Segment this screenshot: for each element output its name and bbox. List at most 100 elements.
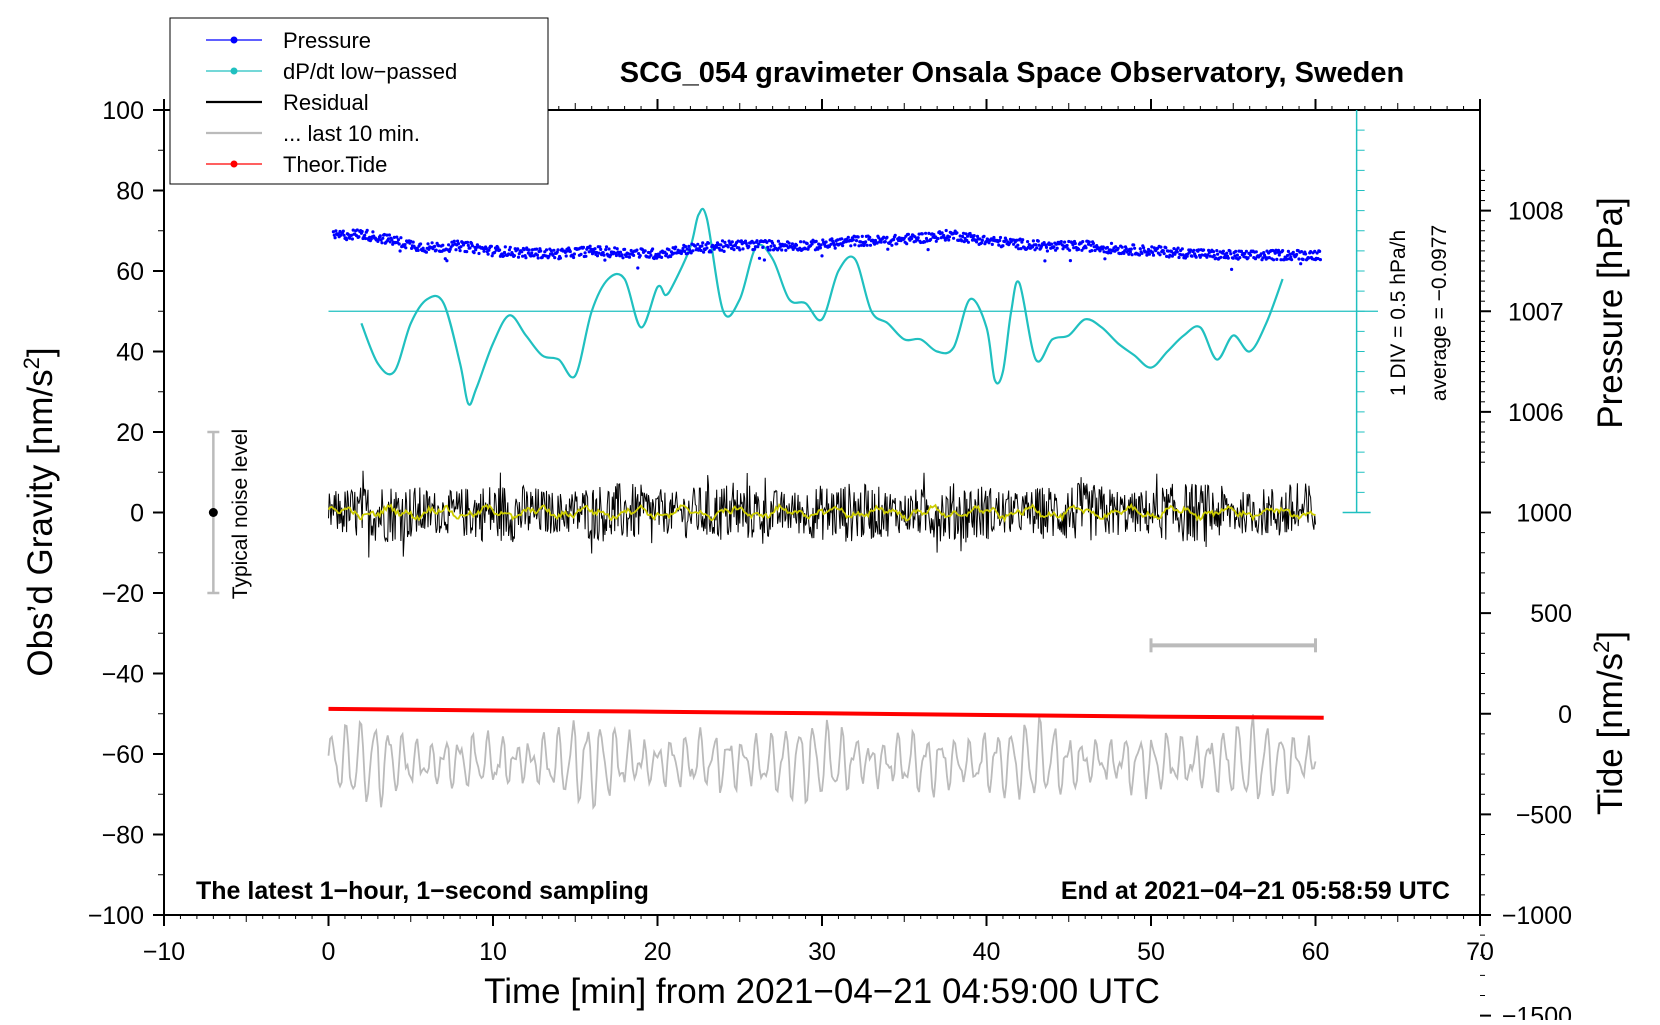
- pressure-point: [1239, 249, 1244, 253]
- pressure-point: [1021, 238, 1025, 242]
- pressure-point: [445, 259, 449, 263]
- pressure-point: [1031, 239, 1035, 243]
- pressure-point: [978, 237, 982, 241]
- pressure-point: [747, 244, 751, 249]
- pressure-point: [793, 245, 797, 249]
- pressure-point: [936, 237, 940, 241]
- pressure-point: [424, 250, 428, 254]
- pressure-point: [1219, 255, 1223, 259]
- pressure-point: [465, 250, 469, 254]
- pressure-point: [829, 242, 833, 246]
- pressure-point: [721, 245, 725, 249]
- pressure-point: [1132, 243, 1136, 247]
- pressure-point: [982, 234, 986, 238]
- y-tick-label: 20: [116, 419, 144, 447]
- pressure-point: [599, 247, 603, 251]
- pressure-point: [380, 241, 384, 245]
- pressure-point: [342, 233, 346, 237]
- pressure-point: [392, 235, 396, 239]
- pressure-point: [421, 246, 425, 250]
- pressure-point: [919, 240, 923, 245]
- pressure-point: [502, 250, 507, 255]
- pressure-point: [947, 235, 952, 239]
- pressure-point: [1016, 243, 1020, 247]
- y-tick-label: −20: [102, 580, 144, 608]
- pressure-point: [638, 254, 642, 258]
- tide-tick-label: −1000: [1502, 902, 1572, 930]
- pressure-point: [1244, 249, 1248, 253]
- pressure-point: [840, 237, 844, 241]
- pressure-point: [615, 247, 619, 251]
- pressure-point: [1229, 252, 1233, 256]
- pressure-point: [768, 248, 772, 252]
- pressure-point: [1037, 243, 1041, 247]
- pressure-point: [636, 266, 640, 270]
- pressure-point: [1072, 246, 1076, 250]
- pressure-point: [572, 255, 576, 260]
- pressure-point: [1114, 245, 1118, 249]
- legend: Pressure dP/dt low−passed Residual ... last…: [169, 17, 549, 185]
- pressure-point: [1061, 247, 1065, 251]
- pressure-point: [1285, 257, 1289, 261]
- pressure-point: [916, 236, 920, 240]
- pressure-point: [1304, 252, 1308, 256]
- pressure-point: [776, 239, 781, 243]
- pressure-point: [1140, 251, 1144, 255]
- pressure-point: [1133, 246, 1137, 250]
- pressure-point: [854, 239, 859, 243]
- pressure-point: [972, 234, 976, 238]
- pressure-point: [987, 241, 991, 245]
- pressure-point: [595, 254, 600, 258]
- pressure-point: [604, 248, 608, 252]
- pressure-point: [416, 248, 420, 252]
- pressure-point: [632, 253, 636, 257]
- pressure-point: [522, 248, 526, 252]
- pressure-point: [706, 241, 711, 245]
- pressure-point: [404, 246, 408, 250]
- pressure-point: [456, 242, 461, 246]
- pressure-point: [910, 236, 914, 241]
- pressure-point: [643, 249, 647, 253]
- pressure-point: [484, 246, 488, 251]
- pressure-point: [371, 230, 375, 234]
- pressure-point: [508, 245, 512, 249]
- pressure-point: [1238, 256, 1242, 260]
- pressure-point: [535, 253, 540, 257]
- pressure-point: [732, 248, 736, 252]
- pressure-point: [609, 253, 613, 257]
- pressure-point: [482, 249, 486, 253]
- pressure-point: [1116, 246, 1120, 250]
- pressure-point: [674, 245, 678, 249]
- legend-marker: [230, 160, 238, 168]
- series-layer: [207, 207, 1324, 811]
- x-tick-label: 10: [479, 938, 507, 966]
- pressure-point: [980, 241, 984, 245]
- pressure-point: [655, 255, 660, 259]
- pressure-point: [387, 233, 391, 237]
- pressure-point: [626, 252, 630, 256]
- pressure-point: [1180, 247, 1184, 251]
- pressure-point: [365, 228, 369, 232]
- pressure-point: [1129, 247, 1133, 251]
- pressure-point: [336, 232, 340, 236]
- pressure-point: [490, 254, 494, 258]
- pressure-point: [1063, 240, 1067, 244]
- pressure-point: [1225, 251, 1229, 255]
- pressure-point: [410, 246, 414, 250]
- pressure-point: [496, 246, 500, 250]
- pressure-point: [1091, 241, 1095, 246]
- pressure-point: [331, 230, 335, 234]
- pressure-point: [489, 244, 493, 248]
- pressure-point: [897, 236, 901, 240]
- pressure-point: [784, 248, 788, 252]
- pressure-point: [952, 236, 956, 240]
- pressure-point: [385, 233, 389, 237]
- pressure-tick-label: 1007: [1508, 298, 1564, 326]
- pressure-point: [654, 252, 658, 257]
- pressure-point: [524, 256, 528, 260]
- pressure-point: [683, 249, 687, 253]
- pressure-point: [705, 246, 709, 250]
- y-tick-label: 100: [102, 97, 144, 125]
- pressure-point: [1034, 243, 1038, 247]
- pressure-point: [660, 255, 664, 259]
